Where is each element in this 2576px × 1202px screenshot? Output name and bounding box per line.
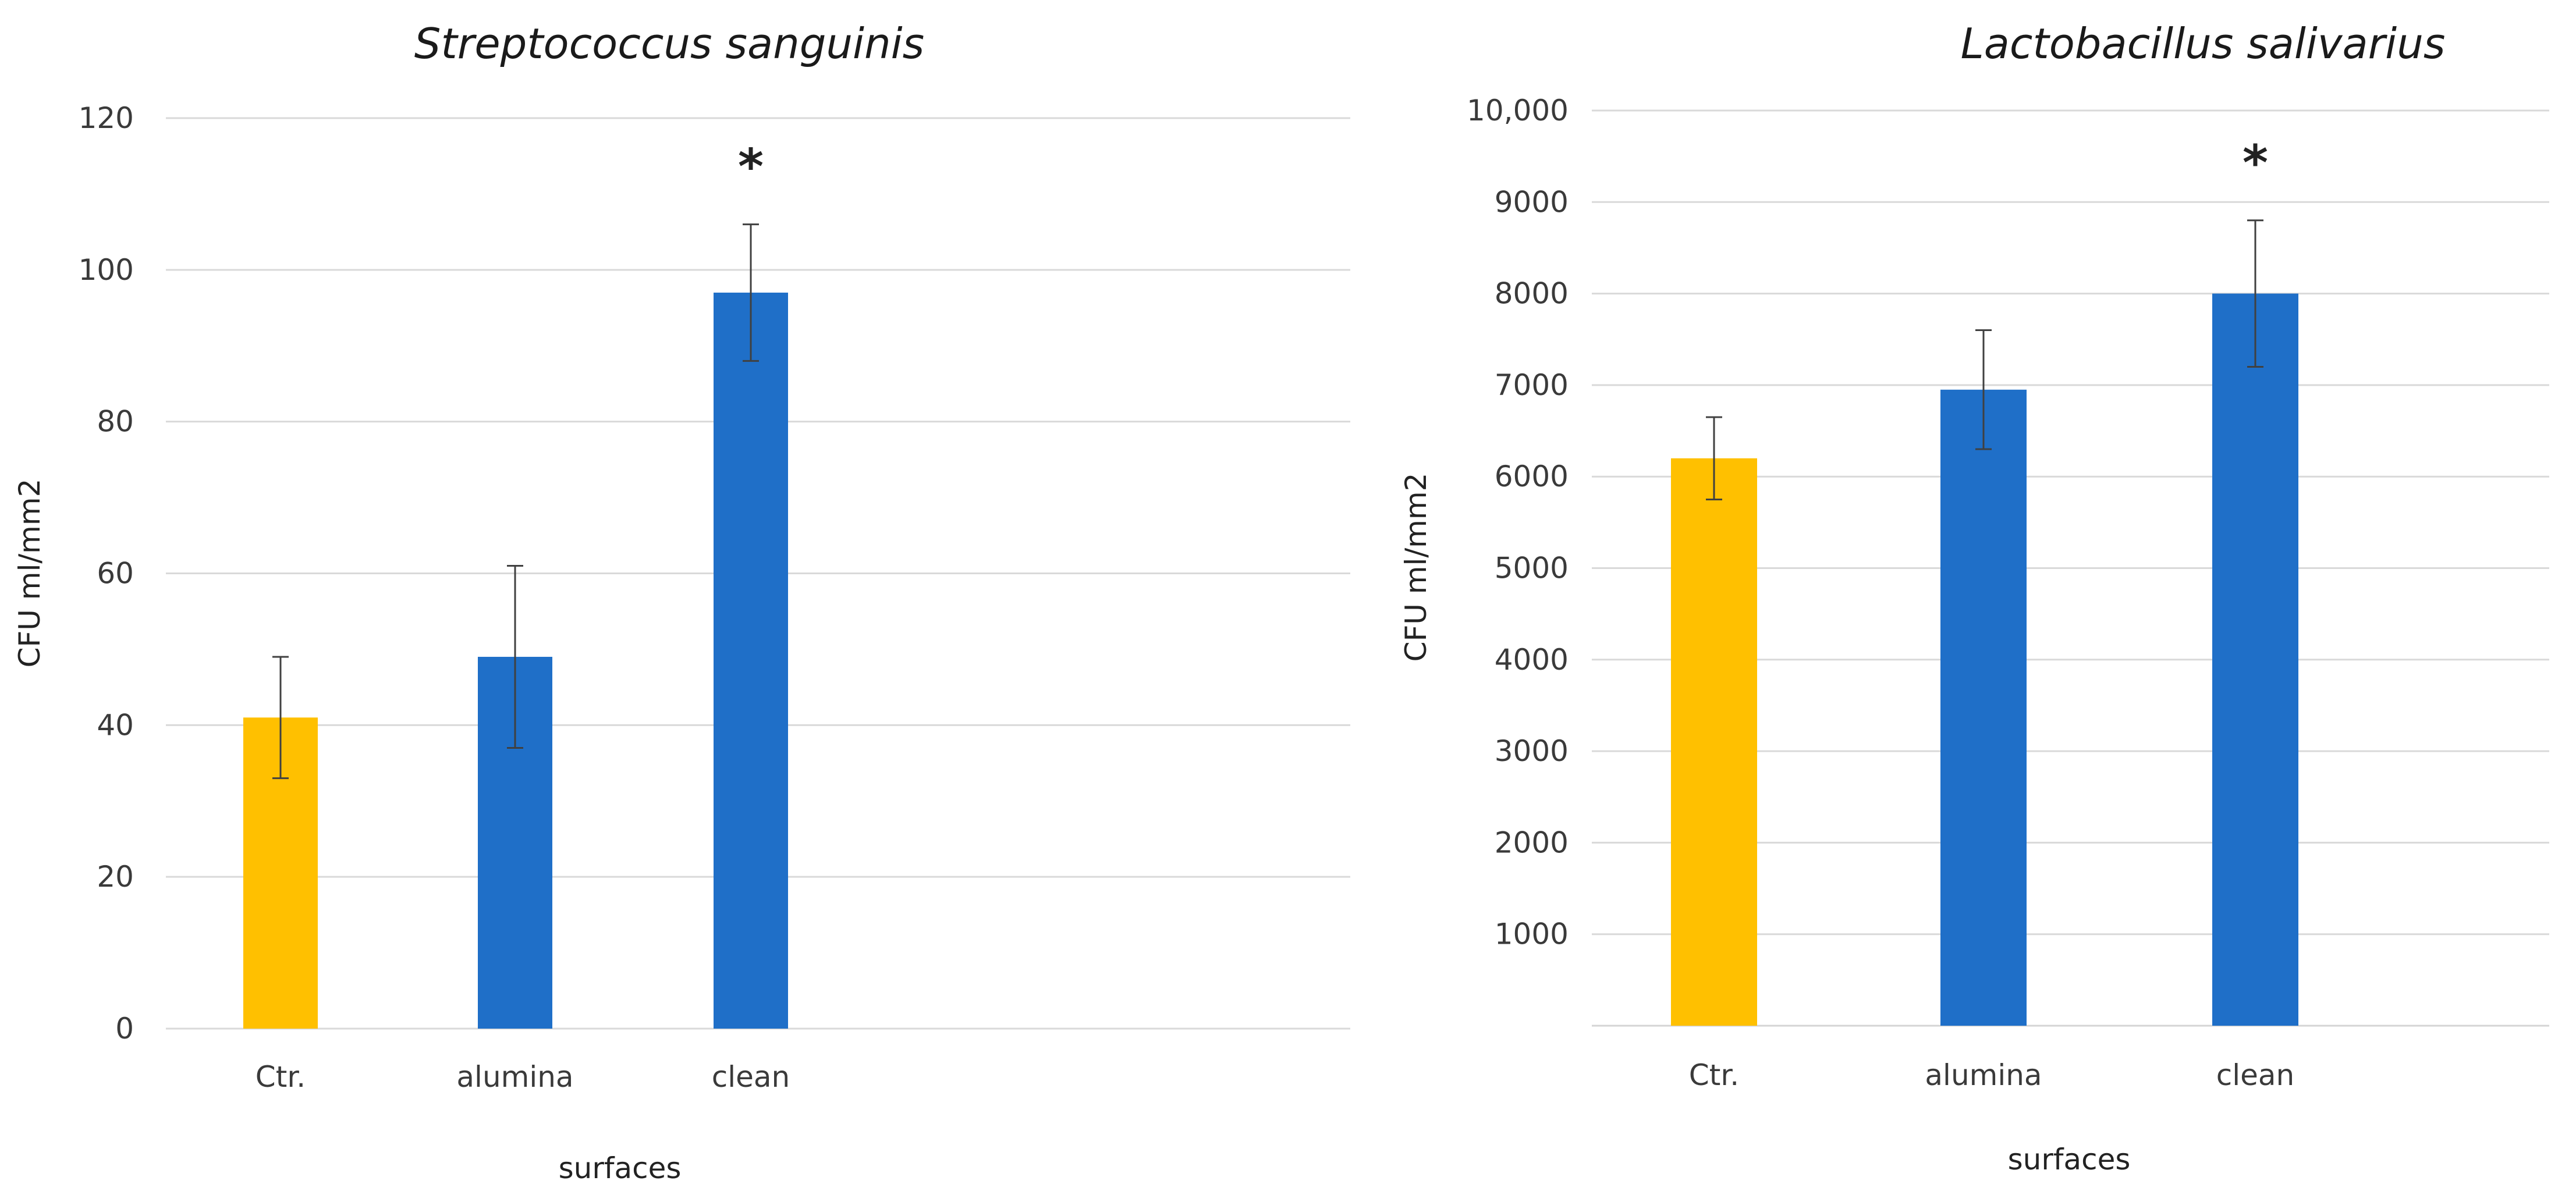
x-axis-label: surfaces: [2008, 1143, 2131, 1176]
bar: [714, 292, 788, 1029]
chart-title: Lactobacillus salivarius: [1961, 19, 2446, 68]
error-bars: [1706, 219, 2263, 501]
y-axis-label: CFU ml/mm2: [13, 479, 47, 668]
y-axis-label: CFU ml/mm2: [1399, 473, 1433, 662]
y-tick-label: 80: [97, 405, 134, 439]
x-tick-label: alumina: [456, 1060, 573, 1094]
y-tick-label: 5000: [1495, 552, 1569, 585]
bars: [243, 292, 788, 1029]
labels: 0 20 40 60 80 100 120 Ctr. alumina clean *: [79, 101, 790, 1094]
y-tick-label: 100: [79, 253, 134, 287]
bars: [1671, 293, 2298, 1026]
significance-marker: *: [738, 138, 764, 195]
x-axis-label: surfaces: [559, 1151, 682, 1185]
x-tick-label: clean: [712, 1060, 790, 1094]
bar: [1671, 458, 1757, 1026]
y-tick-label: 1000: [1495, 917, 1569, 951]
bar: [2212, 293, 2298, 1026]
y-tick-label: 6000: [1495, 460, 1569, 493]
x-tick-label: clean: [2216, 1058, 2294, 1092]
error-bars: [272, 223, 759, 780]
x-tick-label: Ctr.: [256, 1060, 306, 1094]
y-tick-label: 9000: [1495, 185, 1569, 219]
y-tick-label: 2000: [1495, 826, 1569, 859]
bar: [1940, 389, 2027, 1026]
y-tick-label: 20: [97, 860, 134, 894]
y-tick-label: 7000: [1495, 368, 1569, 402]
y-tick-label: 40: [97, 708, 134, 742]
significance-marker: *: [2243, 134, 2268, 191]
y-tick-label: 120: [79, 101, 134, 135]
x-tick-label: alumina: [1925, 1058, 2042, 1092]
chart-title: Streptococcus sanguinis: [414, 19, 924, 68]
x-tick-label: Ctr.: [1689, 1058, 1739, 1092]
y-tick-label: 8000: [1495, 277, 1569, 311]
y-tick-label: 0: [115, 1012, 134, 1045]
y-tick-label: 60: [97, 557, 134, 591]
y-tick-label: 4000: [1495, 643, 1569, 677]
y-tick-label: 3000: [1495, 734, 1569, 768]
y-tick-label: 10,000: [1467, 94, 1569, 127]
labels: 1000 2000 3000 4000 5000 6000 7000 8000 9000 10,0…: [1467, 94, 2294, 1092]
